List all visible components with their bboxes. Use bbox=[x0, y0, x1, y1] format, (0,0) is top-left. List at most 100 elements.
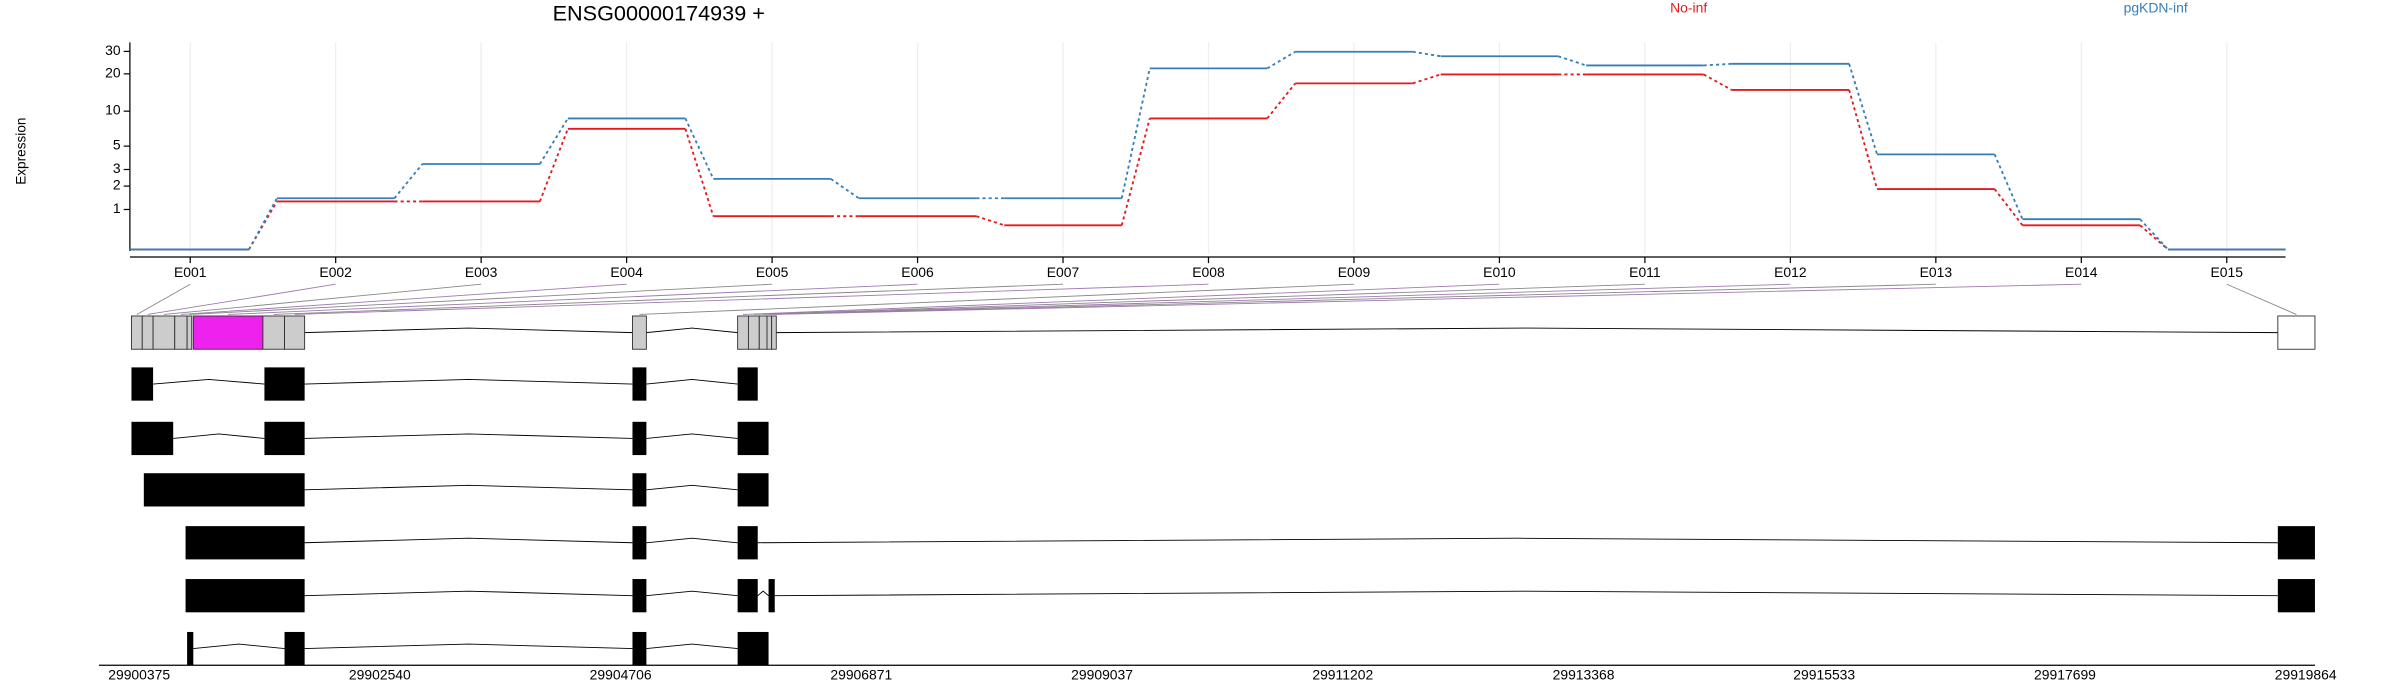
genome-tick-label: 29902540 bbox=[349, 668, 411, 683]
exon-link bbox=[147, 283, 336, 315]
series-connector bbox=[830, 178, 860, 199]
exon bbox=[737, 315, 749, 350]
intron bbox=[774, 590, 2278, 597]
series-connector bbox=[684, 128, 715, 217]
transcript-exon bbox=[737, 526, 758, 560]
exon-link bbox=[163, 283, 482, 315]
intron bbox=[304, 379, 633, 385]
intron bbox=[193, 643, 285, 650]
transcript-exon bbox=[768, 579, 775, 613]
exon bbox=[632, 315, 647, 350]
exon-link bbox=[639, 283, 1354, 315]
x-tick-label: E009 bbox=[1338, 265, 1370, 280]
transcript-exon bbox=[632, 421, 647, 456]
x-tick-label: E014 bbox=[2065, 265, 2098, 280]
series-connector bbox=[1412, 50, 1441, 58]
intron bbox=[304, 590, 633, 597]
series-connector bbox=[1120, 68, 1151, 199]
series-connector bbox=[1993, 154, 2024, 220]
chart-title: ENSG00000174939 + bbox=[553, 2, 765, 26]
exon-link bbox=[753, 283, 1645, 315]
exon bbox=[747, 315, 760, 350]
exon bbox=[174, 315, 188, 350]
intron bbox=[646, 433, 738, 439]
y-tick-label: 3 bbox=[113, 161, 121, 176]
series-connector bbox=[976, 215, 1005, 227]
legend-label: No-inf bbox=[1670, 1, 1707, 16]
transcript-exon bbox=[131, 421, 174, 456]
exon-link bbox=[743, 283, 1500, 315]
intron bbox=[304, 643, 633, 650]
transcript-exon bbox=[143, 473, 305, 507]
series-connector bbox=[539, 117, 569, 165]
transcript-exon bbox=[187, 631, 194, 666]
transcript-exon bbox=[632, 579, 647, 613]
series-connector bbox=[539, 128, 569, 202]
intron bbox=[646, 643, 738, 650]
exon bbox=[152, 315, 176, 350]
x-tick-label: E007 bbox=[1047, 265, 1079, 280]
y-tick-label: 30 bbox=[105, 43, 121, 58]
transcript-exon bbox=[2277, 526, 2315, 560]
transcript-exon bbox=[284, 631, 305, 666]
exon bbox=[141, 315, 154, 350]
intron bbox=[757, 590, 769, 597]
exon-link bbox=[773, 283, 2082, 315]
x-tick-label: E001 bbox=[174, 265, 206, 280]
exon bbox=[758, 315, 768, 350]
x-tick-label: E004 bbox=[610, 265, 643, 280]
genome-tick-label: 29917699 bbox=[2034, 668, 2096, 683]
x-tick-label: E015 bbox=[2211, 265, 2244, 280]
exon bbox=[2277, 315, 2316, 350]
intron bbox=[646, 327, 738, 334]
y-tick-label: 5 bbox=[113, 138, 121, 153]
intron bbox=[646, 379, 738, 385]
y-axis-label: Expression bbox=[13, 118, 28, 185]
intron bbox=[304, 484, 633, 491]
exon-link bbox=[273, 283, 1064, 315]
x-tick-label: E005 bbox=[756, 265, 789, 280]
intron bbox=[153, 379, 265, 385]
exon bbox=[771, 315, 777, 350]
genome-tick-label: 29906871 bbox=[830, 668, 892, 683]
exon-link bbox=[180, 283, 627, 315]
exon bbox=[186, 315, 193, 350]
exon bbox=[766, 315, 773, 350]
genome-tick-label: 29900375 bbox=[108, 668, 170, 683]
series-connector bbox=[1703, 62, 1732, 67]
transcript-exon bbox=[737, 421, 769, 456]
intron bbox=[304, 327, 633, 334]
x-tick-label: E012 bbox=[1774, 265, 1806, 280]
exon-link bbox=[763, 283, 1791, 315]
transcript-exon bbox=[632, 526, 647, 560]
genome-tick-label: 29904706 bbox=[590, 668, 652, 683]
intron bbox=[304, 537, 633, 544]
exon-link bbox=[294, 283, 1209, 315]
intron bbox=[757, 537, 2278, 544]
x-tick-label: E002 bbox=[319, 265, 351, 280]
intron bbox=[304, 433, 633, 439]
exon-link bbox=[769, 283, 1936, 315]
y-tick-label: 1 bbox=[113, 201, 121, 216]
intron bbox=[776, 327, 2278, 334]
x-tick-label: E006 bbox=[901, 265, 934, 280]
exon-link bbox=[189, 283, 773, 315]
x-tick-label: E003 bbox=[465, 265, 498, 280]
y-tick-label: 10 bbox=[105, 103, 121, 118]
transcript-exon bbox=[737, 631, 769, 666]
transcript-exon bbox=[737, 579, 758, 613]
legend-label: pgKDN-inf bbox=[2124, 1, 2188, 16]
exon bbox=[262, 315, 285, 350]
series-connector bbox=[1993, 188, 2024, 226]
series-connector bbox=[1848, 89, 1878, 190]
exon-link bbox=[228, 283, 918, 315]
series-connector bbox=[1412, 73, 1441, 85]
exon bbox=[192, 315, 264, 350]
y-tick-label: 20 bbox=[105, 66, 121, 81]
y-tick-label: 2 bbox=[113, 178, 121, 193]
transcript-exon bbox=[737, 473, 769, 507]
series-connector bbox=[1848, 63, 1878, 155]
transcript-exon bbox=[632, 367, 647, 401]
x-tick-label: E008 bbox=[1192, 265, 1225, 280]
x-tick-label: E011 bbox=[1629, 265, 1660, 280]
